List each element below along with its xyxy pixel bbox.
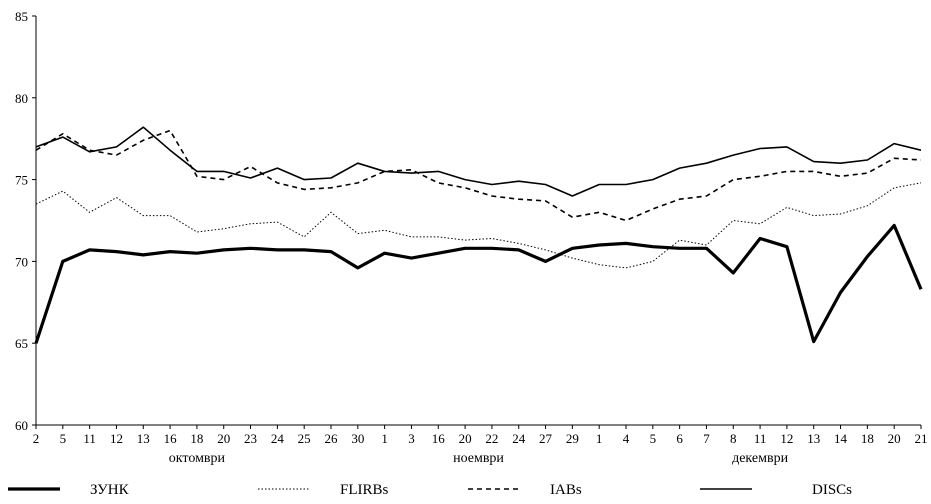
series-line-IABs [35, 129, 922, 222]
y-ticks: 60 65 70 75 80 85 [15, 9, 36, 433]
x-tick-label: 26 [325, 431, 339, 446]
month-label: октомври [169, 451, 226, 466]
legend-label: FLIRBs [340, 482, 389, 498]
x-tick-label: 7 [703, 431, 710, 446]
y-tick-label: 65 [15, 336, 28, 351]
series-line-ЗУНК [34, 223, 923, 344]
x-tick-label: 4 [623, 431, 630, 446]
x-tick-label: 21 [915, 431, 928, 446]
x-tick-label: 23 [244, 431, 257, 446]
x-tick-label: 29 [566, 431, 579, 446]
series-line-FLIRBs [35, 182, 922, 269]
month-labels: октомври ноември декември [169, 451, 789, 466]
x-tick-label: 20 [459, 431, 472, 446]
series-line-DISCs [35, 126, 922, 197]
month-label: декември [732, 451, 788, 466]
x-tick-label: 12 [110, 431, 123, 446]
legend-label: DISCs [812, 482, 852, 498]
y-tick-label: 85 [15, 9, 28, 24]
x-tick-label: 16 [432, 431, 446, 446]
x-tick-label: 1 [596, 431, 603, 446]
x-tick-label: 11 [754, 431, 767, 446]
x-tick-label: 5 [60, 431, 67, 446]
x-tick-label: 16 [164, 431, 178, 446]
x-tick-label: 13 [137, 431, 150, 446]
x-tick-label: 30 [351, 431, 364, 446]
y-tick-label: 70 [15, 254, 28, 269]
x-tick-label: 20 [217, 431, 230, 446]
x-tick-label: 20 [888, 431, 901, 446]
x-tick-label: 13 [807, 431, 820, 446]
legend: ЗУНК FLIRBs IABs DISCs [8, 482, 852, 498]
x-tick-label: 2 [33, 431, 40, 446]
x-tick-label: 3 [408, 431, 415, 446]
x-tick-label: 1 [381, 431, 388, 446]
x-ticks: 2 5 11 12 13 16 18 20 23 24 25 26 30 1 3 16 20 22 24 27 29 1 4… [33, 425, 928, 446]
series-lines [34, 126, 923, 344]
x-tick-label: 24 [271, 431, 285, 446]
y-tick-label: 60 [15, 418, 28, 433]
x-tick-label: 25 [298, 431, 311, 446]
legend-label: ЗУНК [90, 482, 130, 498]
x-tick-label: 5 [650, 431, 657, 446]
x-tick-label: 8 [730, 431, 737, 446]
y-tick-label: 80 [15, 91, 28, 106]
x-tick-label: 18 [190, 431, 203, 446]
x-tick-label: 11 [83, 431, 96, 446]
x-tick-label: 12 [780, 431, 793, 446]
x-tick-label: 24 [512, 431, 526, 446]
x-tick-label: 18 [861, 431, 874, 446]
x-tick-label: 14 [834, 431, 848, 446]
x-tick-label: 22 [485, 431, 498, 446]
x-tick-label: 27 [539, 431, 553, 446]
y-tick-label: 75 [15, 173, 28, 188]
month-label: ноември [453, 451, 504, 466]
legend-label: IABs [550, 482, 582, 498]
x-tick-label: 6 [676, 431, 683, 446]
